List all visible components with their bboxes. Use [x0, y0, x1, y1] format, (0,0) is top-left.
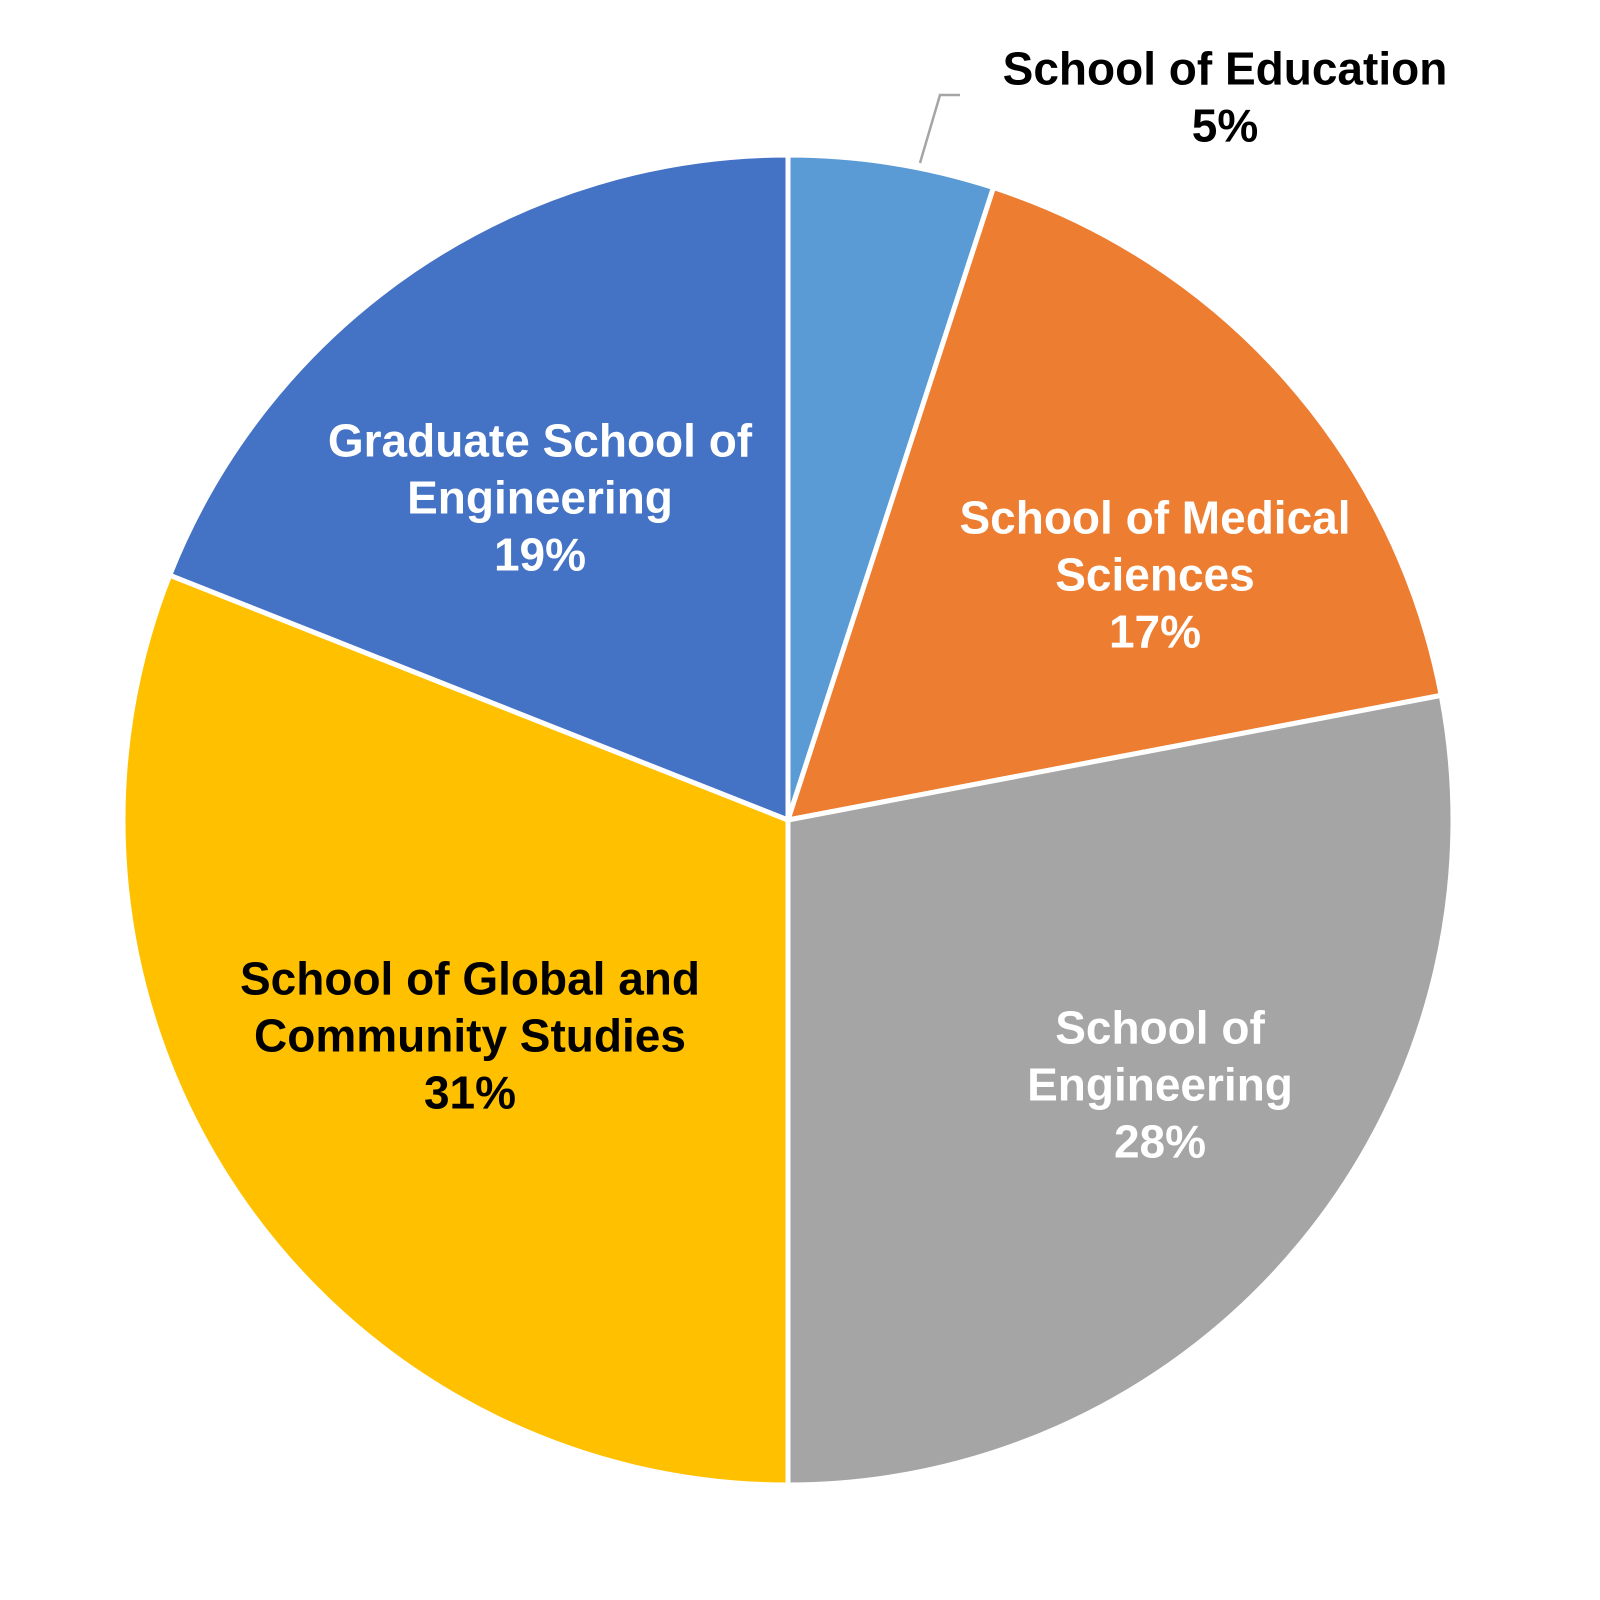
slice-percent-label: 31% [424, 1067, 516, 1119]
slice-name-label: Sciences [1055, 549, 1254, 601]
slices-layer [120, 152, 1456, 1488]
slice-name-label: Engineering [407, 472, 673, 524]
slice-percent-label: 28% [1114, 1116, 1206, 1168]
slice-label-school-of-engineering: School of Engineering 28% [1027, 1002, 1293, 1168]
slice-name-label: Community Studies [254, 1010, 686, 1062]
slice-percent-label: 5% [1192, 100, 1258, 152]
slice-name-label: School of Global and [240, 953, 700, 1005]
slice-label-school-of-global-and-community-studies: School of Global and Community Studies 31% [240, 953, 700, 1119]
pie-slice-school-of-global-and-community-studies [120, 572, 791, 1488]
slice-name-label: School of Medical [959, 492, 1350, 544]
slice-percent-label: 19% [494, 529, 586, 581]
slice-percent-label: 17% [1109, 606, 1201, 658]
leader-lines-layer [918, 93, 960, 164]
pie-slice-school-of-medical-sciences [785, 185, 1444, 823]
labels-layer: School of Education 5%School of Medical Sc… [240, 43, 1447, 1168]
slice-name-label: Graduate School of [328, 415, 753, 467]
slice-name-label: School of Education [1003, 43, 1448, 95]
slice-label-graduate-school-of-engineering: Graduate School of Engineering 19% [328, 415, 753, 581]
leader-line [918, 93, 960, 164]
pie-slice-graduate-school-of-engineering [167, 152, 791, 823]
slice-label-school-of-medical-sciences: School of Medical Sciences 17% [959, 492, 1350, 658]
slice-name-label: Engineering [1027, 1059, 1293, 1111]
pie-slice-school-of-engineering [785, 692, 1456, 1488]
pie-slice-school-of-education [785, 152, 996, 823]
slice-label-school-of-education: School of Education 5% [1003, 43, 1448, 152]
slice-name-label: School of [1055, 1002, 1265, 1054]
